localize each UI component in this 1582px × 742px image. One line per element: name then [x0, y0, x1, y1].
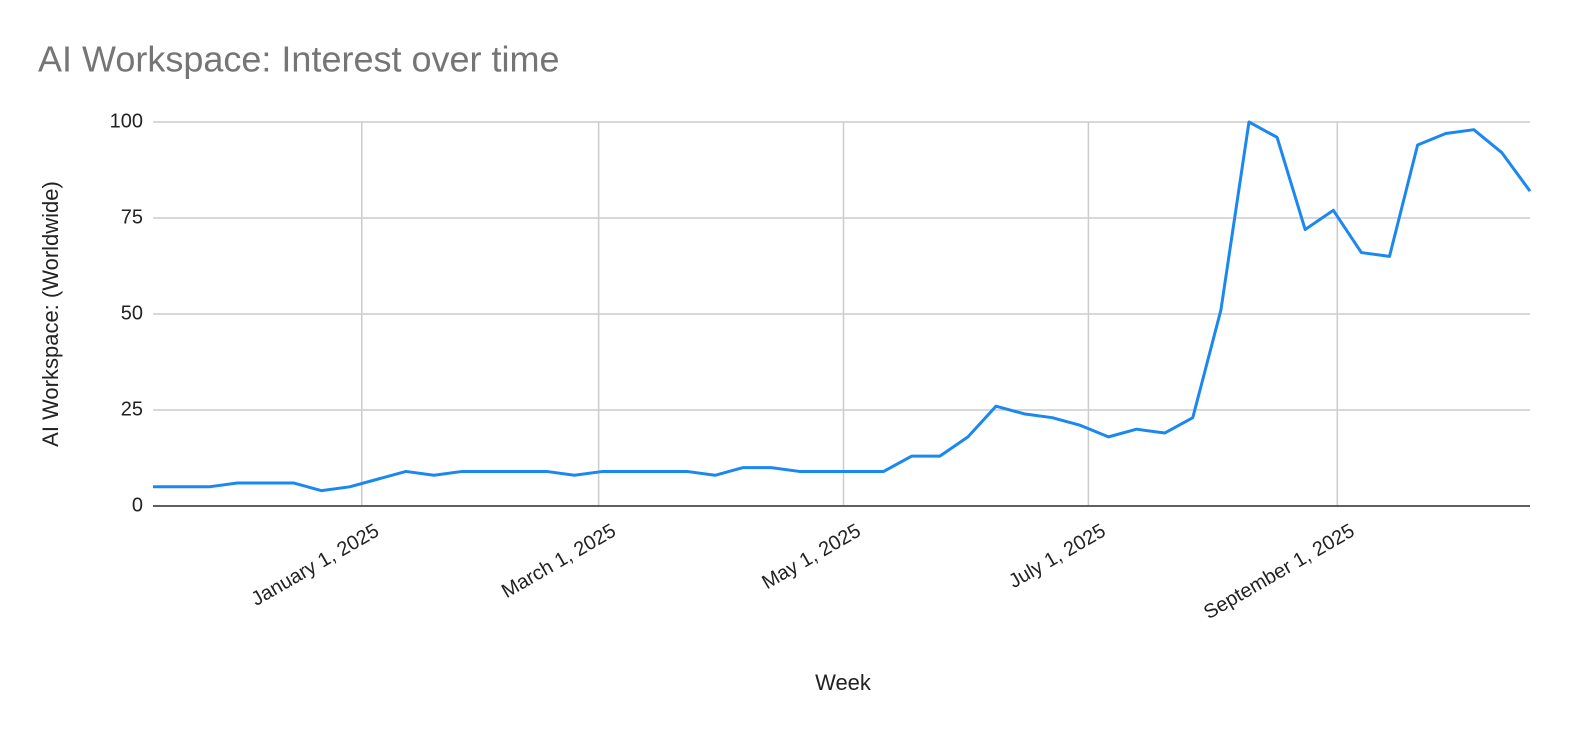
y-axis-title: AI Workspace: (Worldwide) [38, 181, 63, 447]
line [153, 120, 1532, 493]
y-tick-label: 100 [110, 110, 143, 132]
y-tick-label: 0 [132, 494, 143, 516]
x-axis-title: Week [815, 670, 872, 695]
chart-title: AI Workspace: Interest over time [38, 39, 560, 80]
y-tick-label: 50 [121, 302, 143, 324]
y-tick-label: 75 [121, 206, 143, 228]
y-tick-label: 25 [121, 398, 143, 420]
